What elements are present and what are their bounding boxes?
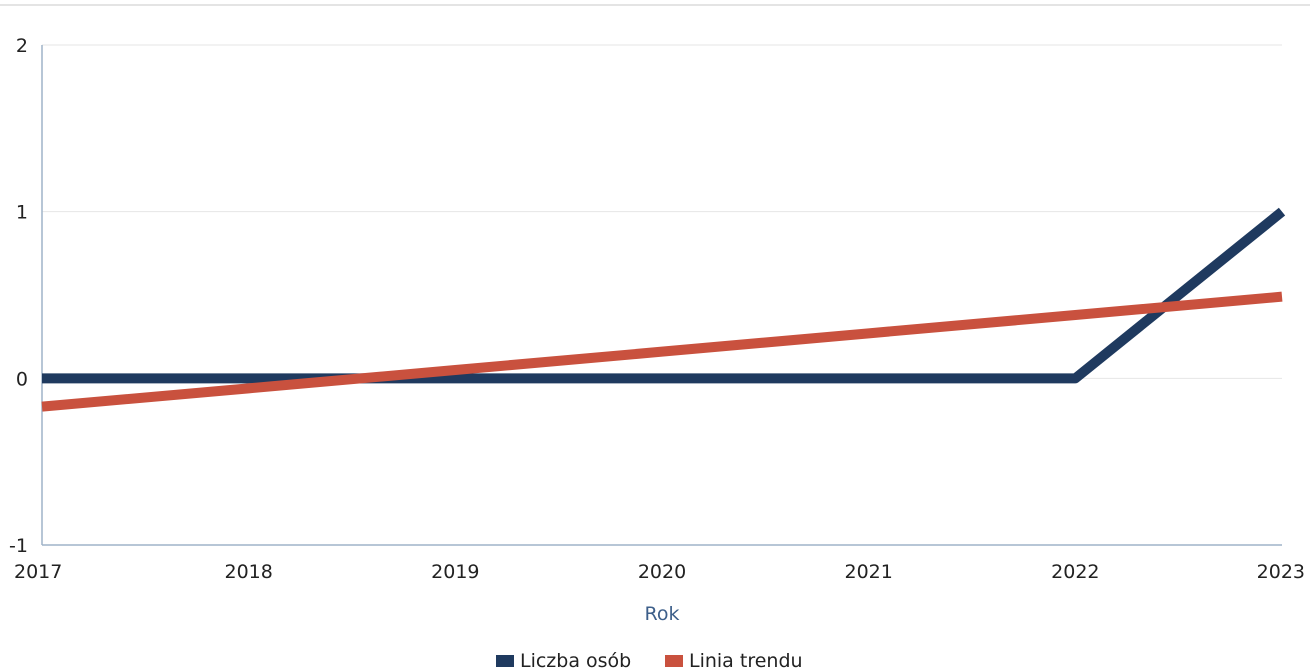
- x-tick-label: 2017: [14, 561, 62, 583]
- x-tick-label: 2019: [431, 561, 479, 583]
- y-tick-label: -1: [9, 535, 28, 557]
- y-tick-label: 0: [16, 368, 28, 390]
- x-axis-title: Rok: [645, 603, 680, 625]
- x-tick-label: 2021: [844, 561, 892, 583]
- x-tick-label: 2020: [638, 561, 686, 583]
- x-tick-label: 2022: [1051, 561, 1099, 583]
- gridlines: [42, 44, 1282, 379]
- legend-label: Liczba osób: [520, 650, 631, 672]
- series-line-2: [41, 291, 1283, 412]
- series-lines: [41, 207, 1286, 412]
- legend-swatch: [665, 655, 683, 667]
- y-tick-label: 2: [16, 35, 28, 57]
- series-line-1: [42, 207, 1286, 384]
- y-tick-label: 1: [16, 202, 28, 224]
- legend-swatch: [496, 655, 514, 667]
- x-tick-label: 2023: [1257, 561, 1305, 583]
- x-tick-label: 2018: [224, 561, 272, 583]
- x-tick-labels: 2017 2018 2019 2020 2021 2022 2023: [14, 561, 1305, 583]
- legend: Liczba osób Linia trendu: [496, 650, 803, 672]
- legend-label: Linia trendu: [689, 650, 803, 672]
- y-tick-labels: -1 0 1 2: [9, 35, 28, 557]
